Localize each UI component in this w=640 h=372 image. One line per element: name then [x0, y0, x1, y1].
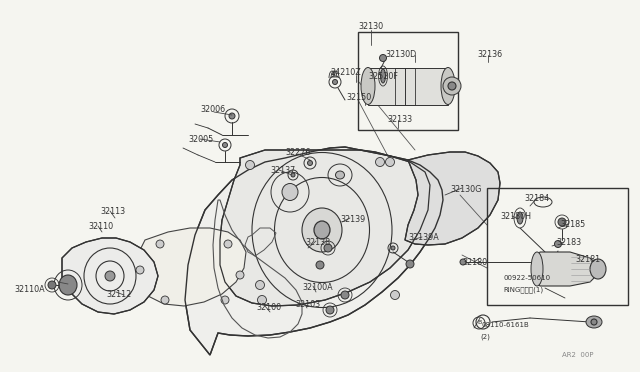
Text: 32130: 32130 — [358, 22, 383, 31]
Ellipse shape — [531, 252, 543, 286]
Text: 32110: 32110 — [88, 222, 113, 231]
Text: (2): (2) — [480, 334, 490, 340]
Ellipse shape — [406, 260, 414, 268]
Ellipse shape — [282, 183, 298, 201]
Polygon shape — [535, 252, 598, 286]
Ellipse shape — [224, 240, 232, 248]
Text: 32100: 32100 — [256, 303, 281, 312]
Ellipse shape — [257, 295, 266, 305]
Text: 32184: 32184 — [524, 194, 549, 203]
Text: 32520F: 32520F — [368, 72, 398, 81]
Ellipse shape — [236, 271, 244, 279]
Bar — [395, 68, 415, 105]
Ellipse shape — [161, 296, 169, 304]
Polygon shape — [185, 147, 443, 355]
Text: 24210Z: 24210Z — [330, 68, 361, 77]
Ellipse shape — [390, 291, 399, 299]
Text: 32139: 32139 — [340, 215, 365, 224]
Ellipse shape — [341, 291, 349, 299]
Polygon shape — [405, 152, 500, 245]
Ellipse shape — [361, 67, 375, 105]
Ellipse shape — [316, 261, 324, 269]
Ellipse shape — [302, 208, 342, 252]
Text: 32130D: 32130D — [385, 50, 416, 59]
Bar — [368, 68, 448, 105]
Text: 32112: 32112 — [106, 290, 131, 299]
Text: 32183: 32183 — [556, 238, 581, 247]
Ellipse shape — [443, 77, 461, 95]
Ellipse shape — [591, 319, 597, 325]
Ellipse shape — [246, 160, 255, 170]
Text: AR2  00P: AR2 00P — [562, 352, 593, 358]
Ellipse shape — [380, 55, 387, 61]
Ellipse shape — [441, 67, 455, 105]
Text: 32103: 32103 — [295, 300, 320, 309]
Ellipse shape — [460, 259, 466, 265]
Text: 32139A: 32139A — [408, 233, 439, 242]
Ellipse shape — [156, 240, 164, 248]
Text: 32150: 32150 — [346, 93, 371, 102]
Bar — [358, 32, 458, 130]
Ellipse shape — [105, 271, 115, 281]
Ellipse shape — [376, 157, 385, 167]
Ellipse shape — [326, 306, 334, 314]
Text: 32113: 32113 — [100, 207, 125, 216]
Ellipse shape — [255, 280, 264, 289]
Ellipse shape — [590, 259, 606, 279]
Text: 32136: 32136 — [477, 50, 502, 59]
Ellipse shape — [333, 80, 337, 84]
Ellipse shape — [59, 275, 77, 295]
Ellipse shape — [385, 157, 394, 167]
Text: 32180H: 32180H — [500, 212, 531, 221]
Text: B: B — [477, 321, 481, 326]
Text: 08110-6161B: 08110-6161B — [482, 322, 530, 328]
Text: 32181: 32181 — [575, 255, 600, 264]
Ellipse shape — [448, 82, 456, 90]
Text: 32006: 32006 — [200, 105, 225, 114]
Ellipse shape — [229, 113, 235, 119]
Text: 32185: 32185 — [560, 220, 585, 229]
Ellipse shape — [314, 221, 330, 239]
Ellipse shape — [136, 266, 144, 274]
Text: 32110A: 32110A — [14, 285, 45, 294]
Ellipse shape — [335, 171, 344, 179]
Ellipse shape — [48, 281, 56, 289]
Text: 32137: 32137 — [270, 166, 295, 175]
Text: 32005: 32005 — [188, 135, 213, 144]
Ellipse shape — [586, 316, 602, 328]
Text: 32100A: 32100A — [302, 283, 333, 292]
Text: 32130G: 32130G — [450, 185, 481, 194]
Polygon shape — [136, 228, 246, 306]
Ellipse shape — [223, 142, 227, 148]
Text: 32133: 32133 — [387, 115, 412, 124]
Ellipse shape — [324, 244, 332, 252]
Ellipse shape — [221, 296, 229, 304]
Ellipse shape — [391, 246, 395, 250]
Ellipse shape — [517, 212, 523, 224]
Text: 00922-50610: 00922-50610 — [503, 275, 550, 281]
Bar — [487, 188, 628, 305]
Ellipse shape — [558, 218, 566, 226]
Ellipse shape — [291, 173, 295, 177]
Text: 32180: 32180 — [462, 258, 487, 267]
Ellipse shape — [307, 160, 312, 166]
Polygon shape — [62, 238, 158, 314]
Polygon shape — [220, 150, 430, 306]
Text: RINGリング(1): RINGリング(1) — [503, 286, 543, 293]
Text: 32276: 32276 — [285, 148, 310, 157]
Ellipse shape — [381, 69, 385, 83]
Ellipse shape — [554, 241, 561, 247]
Text: 32138: 32138 — [305, 238, 330, 247]
